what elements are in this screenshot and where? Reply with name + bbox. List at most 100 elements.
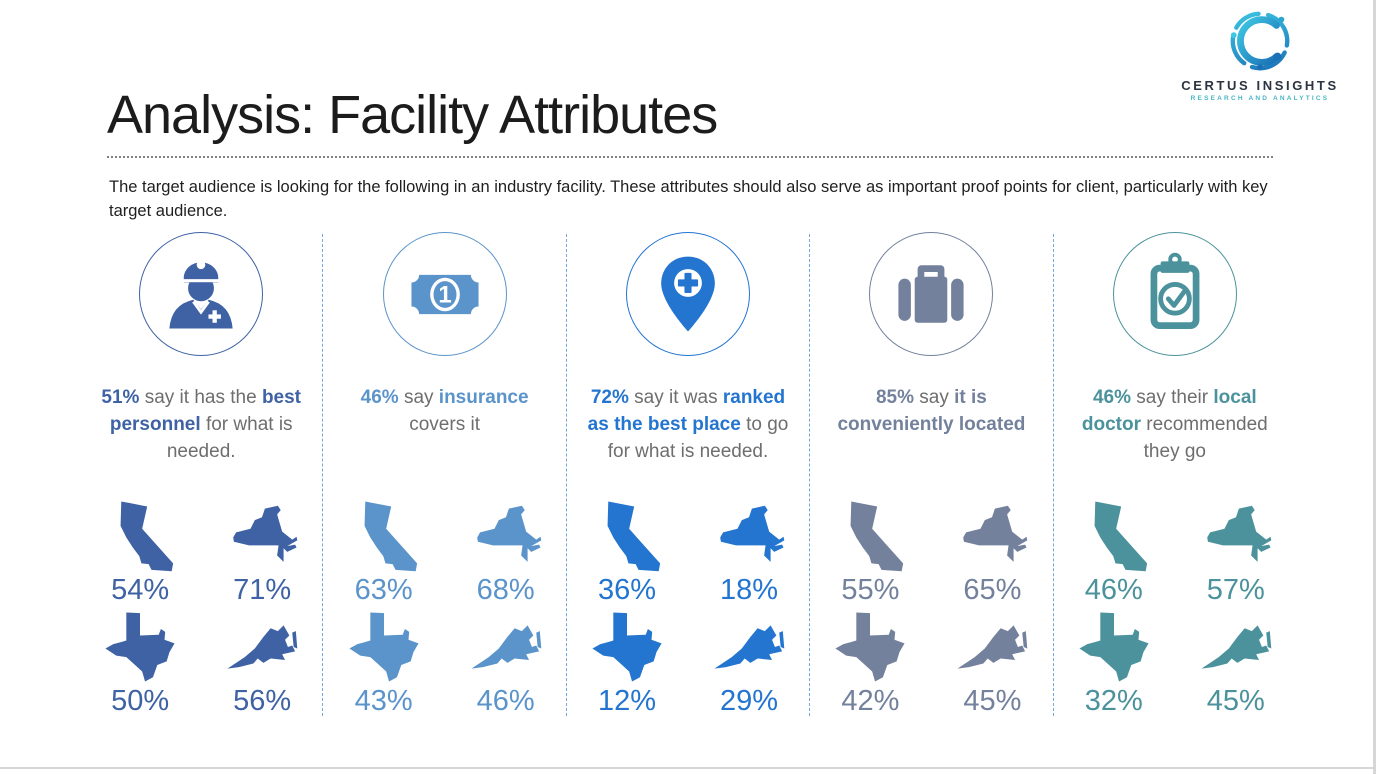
state-texas: 50% xyxy=(92,611,188,718)
state-percentage: 32% xyxy=(1084,685,1143,717)
slide-subtitle: The target audience is looking for the f… xyxy=(109,178,1268,220)
statement-best-personnel: 51% say it has the best personnel for wh… xyxy=(99,384,303,494)
statement-text: say xyxy=(398,387,439,408)
state-percentage: 45% xyxy=(1206,685,1265,717)
state-percentage: 63% xyxy=(354,574,413,606)
state-california: 55% xyxy=(822,500,918,607)
state-texas: 32% xyxy=(1066,611,1162,718)
state-percentage: 46% xyxy=(1084,574,1143,606)
state-results-grid: 63% 68% 43% 46% xyxy=(336,500,554,718)
attribute-column-local-doctor-recommended: 46% say their local doctor recommended t… xyxy=(1054,232,1296,718)
statement-text: recommended they go xyxy=(1141,414,1268,462)
state-percentage: 36% xyxy=(597,574,657,606)
new-york-map-icon xyxy=(963,505,1028,562)
state-percentage: 45% xyxy=(963,685,1022,717)
statement-emphasis: ranked as the best place xyxy=(587,387,786,435)
state-texas: 12% xyxy=(579,611,675,718)
state-percentage: 50% xyxy=(111,685,170,717)
statement-text: covers it xyxy=(409,414,480,435)
state-california: 63% xyxy=(336,500,432,607)
statement-insurance-covers: 46% say insurance covers it xyxy=(343,384,547,494)
state-virginia: 46% xyxy=(458,611,554,718)
virginia-map-icon xyxy=(957,625,1028,669)
statement-emphasis: 72% xyxy=(590,387,629,408)
state-percentage: 43% xyxy=(354,685,413,717)
statement-text: say their xyxy=(1131,387,1214,408)
state-percentage: 42% xyxy=(841,685,900,717)
state-texas: 43% xyxy=(336,611,432,718)
column-divider xyxy=(322,234,324,716)
nurse-icon xyxy=(139,232,264,356)
state-texas: 42% xyxy=(822,611,918,718)
state-new-york: 18% xyxy=(701,500,797,607)
slide-right-border xyxy=(1373,0,1376,774)
brand-tagline: RESEARCH AND ANALYTICS xyxy=(1190,95,1330,102)
statement-emphasis: best personnel xyxy=(109,387,302,435)
statement-text: say xyxy=(914,387,955,408)
statement-emphasis: 85% xyxy=(875,387,914,408)
state-percentage: 54% xyxy=(111,574,170,606)
texas-map-icon xyxy=(349,612,419,682)
new-york-map-icon xyxy=(233,505,298,562)
texas-map-icon xyxy=(835,612,905,682)
state-percentage: 18% xyxy=(719,574,779,606)
state-new-york: 65% xyxy=(944,500,1040,607)
attribute-column-insurance-covers: 1 46% say insurance covers it 63% 68% 43% 46% xyxy=(323,232,565,718)
statement-text: say it was xyxy=(628,387,723,408)
california-map-icon xyxy=(607,501,661,572)
state-percentage: 55% xyxy=(841,574,900,606)
state-new-york: 71% xyxy=(214,500,310,607)
clipboard-check-icon xyxy=(1112,232,1237,356)
statement-text: for what is needed. xyxy=(166,414,293,462)
map-pin-cross-icon xyxy=(626,232,751,356)
texas-map-icon xyxy=(1079,612,1149,682)
state-new-york: 57% xyxy=(1188,500,1284,607)
certus-emblem-icon xyxy=(1230,11,1290,71)
new-york-map-icon xyxy=(720,505,785,562)
attribute-column-ranked-best-place: 72% say it was ranked as the best place … xyxy=(567,232,809,718)
virginia-map-icon xyxy=(714,625,785,669)
statement-conveniently-located: 85% say it is conveniently located xyxy=(829,384,1033,494)
statement-ranked-best-place: 72% say it was ranked as the best place … xyxy=(586,384,790,494)
state-percentage: 65% xyxy=(963,574,1022,606)
page-title: Analysis: Facility Attributes xyxy=(107,85,718,145)
california-map-icon xyxy=(364,501,417,572)
california-map-icon xyxy=(850,501,904,572)
attribute-column-conveniently-located: 85% say it is conveniently located 55% 65%… xyxy=(810,232,1052,718)
statement-emphasis: 51% xyxy=(101,387,140,408)
virginia-map-icon xyxy=(471,625,541,669)
texas-map-icon xyxy=(592,612,662,682)
statement-text: say it has the xyxy=(139,387,262,408)
virginia-map-icon xyxy=(1201,625,1272,669)
certus-logo: CERTUS INSIGHTS RESEARCH AND ANALYTICS xyxy=(1180,6,1340,102)
state-california: 36% xyxy=(579,500,675,607)
statement-emphasis: local doctor xyxy=(1081,387,1257,435)
state-results-grid: 36% 18% 12% 29% xyxy=(579,500,797,718)
state-california: 46% xyxy=(1066,500,1162,607)
state-new-york: 68% xyxy=(458,500,554,607)
new-york-map-icon xyxy=(476,505,541,562)
statement-emphasis: 46% xyxy=(1092,387,1131,408)
state-results-grid: 54% 71% 50% 56% xyxy=(92,500,310,718)
california-map-icon xyxy=(120,501,174,572)
state-results-grid: 46% 57% 32% 45% xyxy=(1066,500,1284,718)
state-percentage: 56% xyxy=(233,685,292,717)
state-virginia: 45% xyxy=(1188,611,1284,718)
dotted-divider xyxy=(107,156,1273,158)
state-percentage: 57% xyxy=(1206,574,1265,606)
statement-emphasis: 46% xyxy=(360,387,399,408)
statement-text: to go for what is needed. xyxy=(607,414,789,462)
column-divider xyxy=(809,234,811,716)
texas-map-icon xyxy=(105,612,175,682)
briefcase-icon xyxy=(869,232,994,356)
state-virginia: 56% xyxy=(214,611,310,718)
new-york-map-icon xyxy=(1207,505,1272,562)
column-divider xyxy=(1052,234,1054,716)
money-icon: 1 xyxy=(382,232,507,356)
state-virginia: 45% xyxy=(944,611,1040,718)
state-virginia: 29% xyxy=(701,611,797,718)
svg-text:1: 1 xyxy=(438,282,451,309)
state-percentage: 29% xyxy=(719,685,779,717)
attribute-column-best-personnel: 51% say it has the best personnel for wh… xyxy=(80,232,322,718)
